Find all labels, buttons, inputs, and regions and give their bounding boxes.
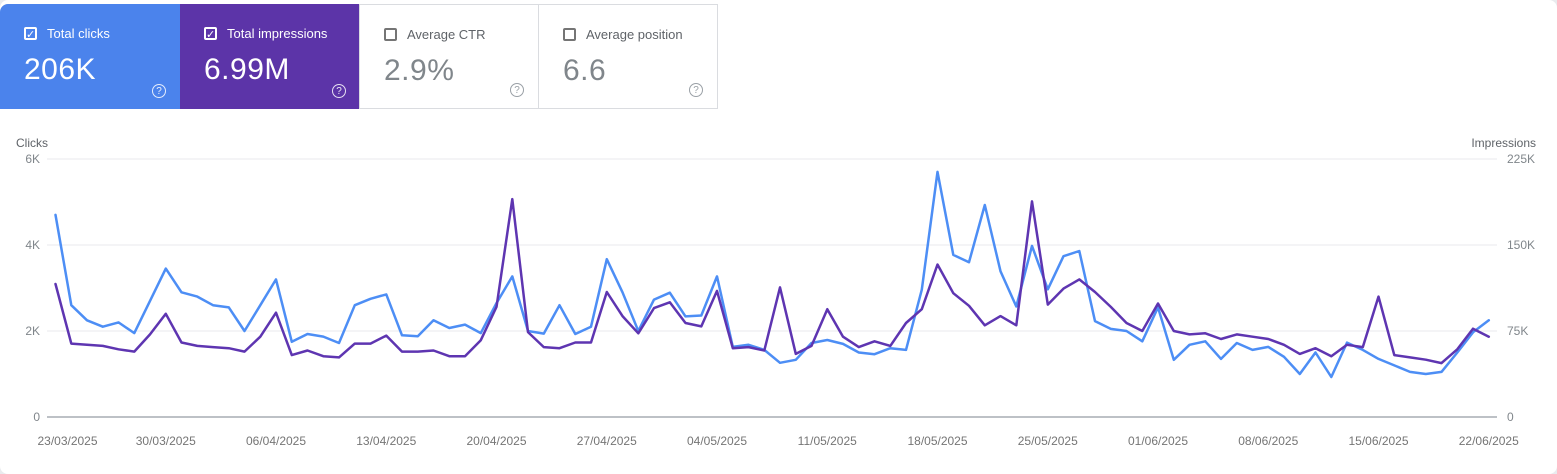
metric-card-value: 2.9% — [384, 54, 455, 87]
y-axis-tick-label: 6K — [25, 152, 40, 166]
checkbox-unchecked-icon[interactable] — [384, 28, 397, 41]
y-axis-tick-label: 0 — [1507, 410, 1514, 424]
checkbox-checked-icon[interactable]: ✓ — [204, 27, 217, 41]
x-axis-date-label: 04/05/2025 — [686, 434, 748, 448]
y-axis-tick-label: 0 — [33, 410, 40, 424]
series-line-impressions — [54, 197, 1491, 365]
help-icon[interactable]: ? — [332, 84, 346, 98]
metric-card-total-clicks[interactable]: ✓ Total clicks 206K ? — [0, 4, 180, 109]
x-axis-date-label: 20/04/2025 — [466, 434, 527, 448]
x-axis-date-label: 22/06/2025 — [1458, 434, 1519, 448]
x-axis-date-label: 25/05/2025 — [1017, 434, 1078, 448]
metric-card-label: Total clicks — [47, 26, 110, 41]
x-axis-date-label: 23/03/2025 — [37, 434, 98, 448]
metric-card-label: Total impressions — [227, 26, 328, 41]
x-axis-date-label: 11/05/2025 — [797, 434, 857, 448]
x-axis-date-label: 18/05/2025 — [907, 434, 968, 448]
y-axis-tick-label: 75K — [1507, 324, 1529, 338]
x-axis-date-label: 06/04/2025 — [245, 434, 307, 448]
help-icon[interactable]: ? — [510, 83, 524, 97]
metric-cards: ✓ Total clicks 206K ? ✓ Total impression… — [0, 4, 718, 109]
x-axis-date-label: 13/04/2025 — [356, 434, 417, 448]
metric-card-average-ctr[interactable]: Average CTR 2.9% ? — [359, 4, 539, 109]
checkbox-checked-icon[interactable]: ✓ — [24, 27, 37, 41]
x-axis-date-label: 08/06/2025 — [1238, 434, 1299, 448]
y-axis-tick-label: 225K — [1507, 152, 1536, 166]
x-axis-date-label: 15/06/2025 — [1348, 434, 1409, 448]
y-axis-tick-label: 4K — [25, 238, 40, 252]
series-line-clicks — [54, 170, 1491, 379]
right-axis-title: Impressions — [1471, 136, 1536, 150]
chart-plot-area[interactable] — [47, 159, 1497, 417]
metric-card-value: 6.99M — [204, 53, 290, 86]
help-icon[interactable]: ? — [689, 83, 703, 97]
metric-card-total-impressions[interactable]: ✓ Total impressions 6.99M ? — [180, 4, 360, 109]
x-axis-date-label: 30/03/2025 — [135, 434, 196, 448]
metric-card-average-position[interactable]: Average position 6.6 ? — [538, 4, 718, 109]
y-axis-tick-label: 150K — [1507, 238, 1536, 252]
x-axis-date-label: 01/06/2025 — [1127, 434, 1189, 448]
metric-card-label: Average CTR — [407, 27, 486, 42]
metric-card-label: Average position — [586, 27, 683, 42]
metric-card-value: 206K — [24, 53, 97, 86]
help-icon[interactable]: ? — [152, 84, 166, 98]
checkbox-unchecked-icon[interactable] — [563, 28, 576, 41]
y-axis-tick-label: 2K — [25, 324, 40, 338]
left-axis-title: Clicks — [16, 136, 48, 150]
metric-card-value: 6.6 — [563, 54, 607, 87]
x-axis-date-label: 27/04/2025 — [576, 434, 637, 448]
